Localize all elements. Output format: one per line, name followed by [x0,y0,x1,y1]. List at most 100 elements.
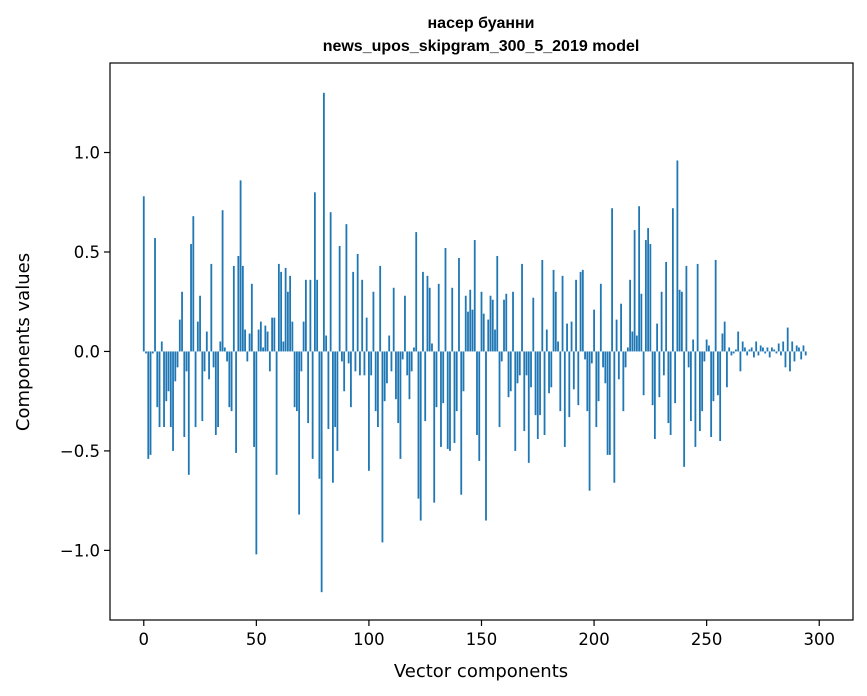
bar [683,351,686,467]
bar [187,351,190,475]
bar [347,351,350,364]
bar [176,351,179,368]
bar [789,351,791,372]
bar [561,275,564,352]
bar [735,349,737,352]
bar [262,347,264,352]
bar [671,208,674,352]
x-tick-label: 250 [691,630,723,649]
bar [210,263,213,352]
bar [780,351,782,356]
bar [404,295,406,352]
bar [771,347,773,352]
bar [642,351,645,396]
bar [563,351,566,447]
bar [289,275,292,352]
bar [440,351,442,447]
bar [714,259,717,352]
bar [365,317,368,352]
bar [449,351,451,451]
bar [212,351,215,368]
bar [343,351,346,392]
bar [494,329,496,352]
bar [649,244,652,352]
bar [293,351,296,408]
bar [608,351,611,455]
bar [678,289,681,352]
y-axis-ticks: −1.0 −0.5 0.0 0.5 1.0 [60,144,110,560]
bar [336,351,339,451]
bar [354,351,357,372]
bar [172,351,174,451]
bar [183,351,186,437]
bar [199,295,201,352]
bar [318,351,321,479]
bar [363,351,366,376]
bar [575,279,577,352]
bar [631,331,634,352]
bar [800,351,803,360]
bar [755,341,758,352]
bar [777,343,780,352]
bar [496,255,499,352]
bar [406,351,409,376]
bar [250,283,253,352]
bar [426,275,429,352]
bar [266,331,269,352]
plot-frame [109,62,854,621]
bar [568,351,571,418]
bar [320,351,323,593]
bar [658,351,661,398]
bar [304,279,307,352]
bar [692,339,695,352]
bar [469,289,472,352]
bar [611,208,613,352]
x-tick-label: 150 [466,630,498,649]
bar [190,244,192,352]
bar [498,351,501,428]
chart-title: насер буанни [428,15,535,32]
bar [244,329,246,352]
bar [219,341,222,352]
bar [604,351,607,384]
bar [507,351,510,398]
bar [345,224,348,352]
bar [205,331,208,352]
bar [167,351,170,392]
bar [154,238,156,352]
bar [748,349,751,352]
bar [300,351,303,372]
bar [248,333,251,352]
bar [795,345,798,352]
bar [804,351,807,356]
bar [750,347,753,352]
bar [268,351,271,372]
bar [271,317,274,352]
bar [478,351,481,461]
bar [181,291,183,352]
bar [413,347,415,352]
bar [253,351,255,447]
bar [730,351,733,356]
bar [699,351,701,432]
bar [710,351,713,437]
bar [284,267,287,352]
bar [559,351,562,412]
bar [163,351,165,428]
bar [226,351,228,362]
bar [428,287,431,352]
y-tick-label: −0.5 [60,442,100,461]
bar [793,351,796,362]
bar [572,351,575,390]
bar [689,351,692,422]
bar [232,265,235,352]
bar [156,351,159,408]
bar [629,279,631,352]
bar [401,351,404,360]
x-tick-label: 300 [803,630,835,649]
bar [764,351,767,354]
bar-series [142,92,807,593]
bar [746,351,749,356]
bar [768,351,771,358]
bar [174,351,177,382]
